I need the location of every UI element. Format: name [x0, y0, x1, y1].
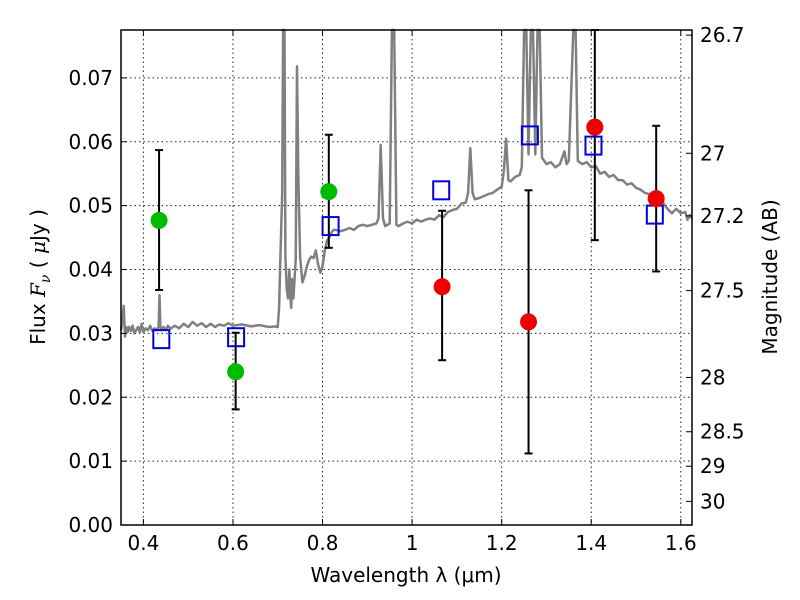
green-point	[150, 211, 168, 229]
red-point	[586, 118, 604, 136]
spectrum-line	[119, 28, 694, 338]
y2-tick-label: 28.5	[700, 420, 745, 444]
y-tick-label: 0.06	[68, 130, 113, 154]
green-point	[227, 363, 245, 381]
y2-tick-label: 27.2	[700, 204, 745, 228]
y-tick-label: 0.05	[68, 194, 113, 218]
red-point	[647, 190, 665, 208]
y-tick-label: 0.03	[68, 321, 113, 345]
y-tick-label: 0.07	[68, 66, 113, 90]
y2-tick-label: 27.5	[700, 279, 745, 303]
photometry-points	[150, 29, 665, 455]
y-axis-title: Flux Fν ( μJy )	[26, 209, 54, 345]
y2-tick-label: 28	[700, 365, 725, 389]
y2-axis-title: Magnitude (AB)	[758, 199, 782, 354]
model-square	[432, 180, 451, 201]
y-tick-label: 0.01	[68, 449, 113, 473]
model-square	[152, 329, 171, 350]
red-point	[520, 313, 538, 331]
plot-frame	[120, 29, 693, 526]
x-tick-label: 0.8	[307, 531, 339, 555]
axis-ticks: 0.4 0.6 0.8 1 1.2 1.4 1.6 0.00 0.01 0.02 0.03 0.04 0…	[68, 23, 744, 555]
x-tick-label: 0.4	[127, 531, 159, 555]
y2-tick-label: 30	[700, 489, 725, 513]
spectrum-series	[119, 28, 694, 338]
y2-tick-label: 27	[700, 141, 725, 165]
green-point	[320, 183, 338, 201]
model-square	[321, 216, 340, 237]
model-square	[520, 125, 539, 146]
model-square	[584, 135, 603, 156]
x-tick-label: 1.4	[575, 531, 607, 555]
grid	[121, 30, 692, 526]
x-tick-label: 1	[406, 531, 419, 555]
x-tick-label: 1.6	[665, 531, 697, 555]
y-tick-label: 0.04	[68, 258, 113, 282]
x-tick-label: 1.2	[486, 531, 518, 555]
y-tick-label: 0.02	[68, 385, 113, 409]
model-square	[645, 204, 664, 225]
y2-tick-label: 26.7	[700, 23, 745, 47]
y2-tick-label: 29	[700, 454, 725, 478]
model-square	[227, 327, 246, 348]
y-tick-label: 0.00	[68, 513, 113, 537]
x-axis-title: Wavelength λ (μm)	[310, 563, 501, 587]
x-tick-label: 0.6	[217, 531, 249, 555]
red-point	[433, 278, 451, 296]
